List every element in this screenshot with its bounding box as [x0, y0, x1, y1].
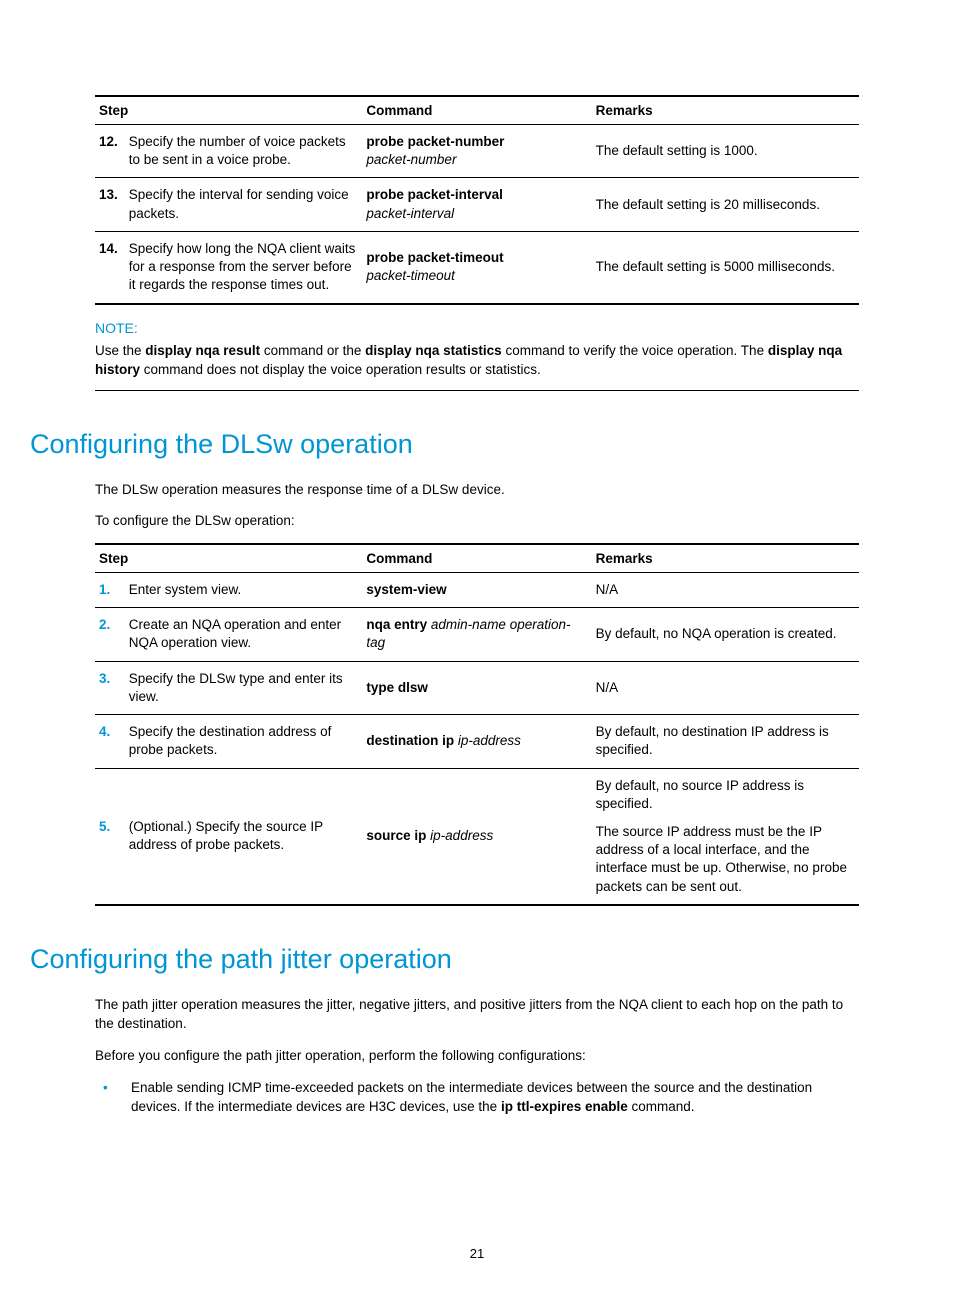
dlsw-steps-table: Step Command Remarks 1. Enter system vie…: [95, 543, 859, 906]
remarks-cell: N/A: [592, 573, 859, 608]
remarks-cell: By default, no NQA operation is created.: [592, 608, 859, 661]
cmd-arg: packet-timeout: [366, 268, 455, 283]
table-row: 2. Create an NQA operation and enter NQA…: [95, 608, 859, 661]
col-step: Step: [95, 544, 362, 573]
step-number: 3.: [99, 670, 125, 688]
note-text: Use the display nqa result command or th…: [95, 343, 842, 377]
step-number: 12.: [99, 133, 125, 151]
cmd-keyword: destination ip: [366, 733, 454, 748]
paragraph: To configure the DLSw operation:: [95, 511, 859, 531]
remarks-cell: The default setting is 5000 milliseconds…: [592, 231, 859, 303]
step-number: 1.: [99, 581, 125, 599]
table-row: 4. Specify the destination address of pr…: [95, 715, 859, 768]
step-desc: Specify how long the NQA client waits fo…: [129, 240, 358, 295]
cmd-keyword: source ip: [366, 828, 426, 843]
step-number: 13.: [99, 186, 125, 204]
remarks-cell: N/A: [592, 661, 859, 714]
page-number: 21: [0, 1246, 954, 1261]
cmd-arg: packet-interval: [366, 206, 454, 221]
paragraph: The DLSw operation measures the response…: [95, 480, 859, 500]
voice-steps-table: Step Command Remarks 12. Specify the num…: [95, 95, 859, 305]
col-command: Command: [362, 544, 591, 573]
step-desc: Create an NQA operation and enter NQA op…: [129, 616, 358, 652]
table-row: 12. Specify the number of voice packets …: [95, 125, 859, 178]
remarks-cell: By default, no source IP address is spec…: [592, 768, 859, 905]
document-page: Step Command Remarks 12. Specify the num…: [0, 0, 954, 1296]
cmd-arg: ip-address: [454, 733, 521, 748]
step-number: 14.: [99, 240, 125, 258]
paragraph: The path jitter operation measures the j…: [95, 995, 859, 1034]
note-label: NOTE:: [95, 319, 859, 339]
col-remarks: Remarks: [592, 544, 859, 573]
col-command: Command: [362, 96, 591, 125]
cmd-keyword: probe packet-interval: [366, 187, 503, 202]
cmd-keyword: probe packet-number: [366, 134, 504, 149]
table-row: 3. Specify the DLSw type and enter its v…: [95, 661, 859, 714]
step-desc: Specify the DLSw type and enter its view…: [129, 670, 358, 706]
cmd-keyword: probe packet-timeout: [366, 250, 503, 265]
step-number: 5.: [99, 818, 125, 836]
remarks-cell: The default setting is 1000.: [592, 125, 859, 178]
cmd-arg: ip-address: [426, 828, 493, 843]
table-row: 14. Specify how long the NQA client wait…: [95, 231, 859, 303]
remarks-cell: The default setting is 20 milliseconds.: [592, 178, 859, 231]
table-row: 5. (Optional.) Specify the source IP add…: [95, 768, 859, 905]
table-row: 13. Specify the interval for sending voi…: [95, 178, 859, 231]
step-desc: Enter system view.: [129, 581, 358, 599]
bullet-item: Enable sending ICMP time-exceeded packet…: [95, 1078, 859, 1117]
paragraph: Before you configure the path jitter ope…: [95, 1046, 859, 1066]
section-heading-path-jitter: Configuring the path jitter operation: [30, 944, 859, 975]
note-box: NOTE: Use the display nqa result command…: [95, 319, 859, 391]
remarks-cell: By default, no destination IP address is…: [592, 715, 859, 768]
col-step: Step: [95, 96, 362, 125]
cmd-keyword: system-view: [366, 582, 446, 597]
cmd-keyword: type dlsw: [366, 680, 428, 695]
col-remarks: Remarks: [592, 96, 859, 125]
section-heading-dlsw: Configuring the DLSw operation: [30, 429, 859, 460]
step-desc: (Optional.) Specify the source IP addres…: [129, 818, 358, 854]
step-desc: Specify the destination address of probe…: [129, 723, 358, 759]
step-number: 4.: [99, 723, 125, 741]
cmd-keyword: nqa entry: [366, 617, 427, 632]
step-desc: Specify the interval for sending voice p…: [129, 186, 358, 222]
step-number: 2.: [99, 616, 125, 634]
step-desc: Specify the number of voice packets to b…: [129, 133, 358, 169]
cmd-arg: packet-number: [366, 152, 456, 167]
table-row: 1. Enter system view. system-view N/A: [95, 573, 859, 608]
